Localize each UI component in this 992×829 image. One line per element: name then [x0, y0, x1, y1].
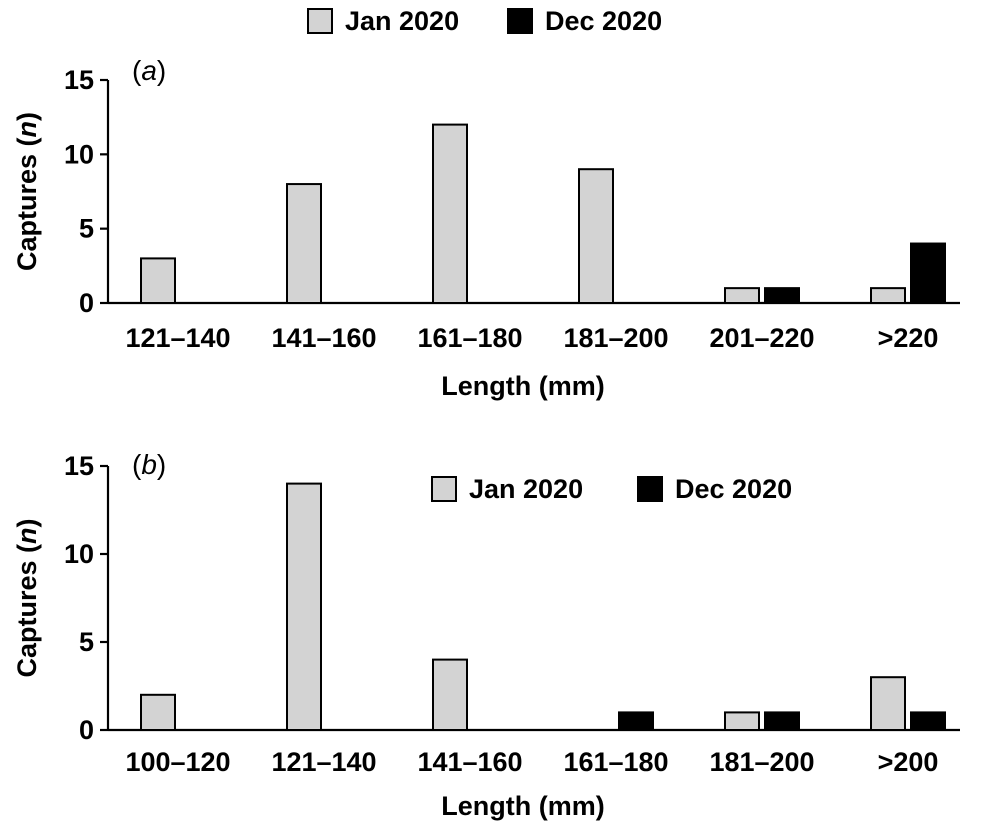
panel-label: (b) [132, 449, 166, 480]
y-axis-title: Captures (n) [12, 518, 42, 677]
bar-jan-2020 [724, 711, 760, 732]
legend-label: Dec 2020 [675, 474, 792, 504]
y-axis-title-variable: n [12, 121, 42, 138]
x-tick-label: >220 [878, 323, 939, 353]
bar-jan-2020 [286, 482, 322, 731]
legend-label: Dec 2020 [545, 6, 662, 36]
bar-dec-2020 [764, 711, 800, 732]
legend-swatch-dec-2020 [507, 8, 533, 34]
bar-jan-2020 [578, 168, 614, 304]
x-tick-label: 181–200 [563, 323, 668, 353]
x-tick-label: >200 [878, 747, 939, 777]
y-tick-label: 0 [79, 715, 94, 745]
legend-swatch-jan-2020 [307, 8, 333, 34]
bar-dec-2020 [764, 287, 800, 304]
bar-jan-2020 [286, 183, 322, 304]
panel-label: (a) [132, 55, 166, 86]
bar-jan-2020 [140, 693, 176, 731]
chart-panel-a: 0 5 10 15 121–140 141–160 161–180 181–200 201–22… [12, 6, 960, 401]
y-axis-title-main: Captures ( [12, 544, 42, 678]
y-tick-label: 15 [64, 65, 94, 95]
x-tick-label: 141–160 [271, 323, 376, 353]
legend-swatch-dec-2020 [637, 476, 663, 502]
legend-label: Jan 2020 [345, 6, 459, 36]
bar-dec-2020 [910, 242, 946, 305]
y-tick-label: 10 [64, 539, 94, 569]
y-tick-label: 5 [79, 627, 94, 657]
bar-jan-2020 [870, 676, 906, 732]
bar-jan-2020 [432, 123, 468, 304]
chart-panel-b: 0 5 10 15 100–120 121–140 141–160 161–180 181–20… [12, 449, 960, 821]
x-tick-label: 121–140 [271, 747, 376, 777]
x-axis-title: Length (mm) [441, 371, 604, 401]
y-tick-label: 5 [79, 214, 94, 244]
y-axis-title-end: ) [12, 112, 42, 121]
x-tick-label: 201–220 [709, 323, 814, 353]
x-tick-label: 161–180 [417, 323, 522, 353]
x-tick-label: 161–180 [563, 747, 668, 777]
x-tick-label: 181–200 [709, 747, 814, 777]
bar-jan-2020 [432, 658, 468, 731]
y-axis-title-end: ) [12, 518, 42, 527]
y-axis-title-variable: n [12, 527, 42, 544]
bar-dec-2020 [910, 711, 946, 732]
y-axis-title: Captures (n) [12, 112, 42, 271]
legend-swatch-jan-2020 [431, 476, 457, 502]
y-axis-title-main: Captures ( [12, 137, 42, 271]
x-tick-label: 121–140 [125, 323, 230, 353]
x-axis-title: Length (mm) [441, 791, 604, 821]
bar-jan-2020 [870, 287, 906, 304]
bar-jan-2020 [724, 287, 760, 304]
legend-label: Jan 2020 [469, 474, 583, 504]
bar-dec-2020 [618, 711, 654, 732]
bar-jan-2020 [140, 257, 176, 304]
x-tick-label: 141–160 [417, 747, 522, 777]
y-tick-label: 10 [64, 139, 94, 169]
y-tick-label: 0 [79, 288, 94, 318]
x-tick-label: 100–120 [125, 747, 230, 777]
y-tick-label: 15 [64, 451, 94, 481]
